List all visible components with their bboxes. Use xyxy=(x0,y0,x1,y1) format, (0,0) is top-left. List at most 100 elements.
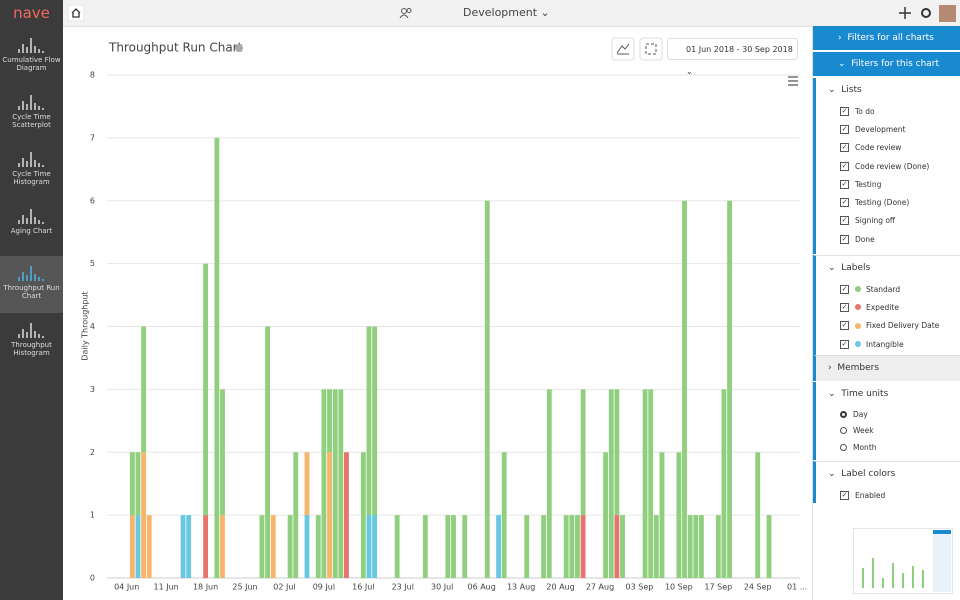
checkbox: ✓ xyxy=(840,216,849,226)
date-range-text: 01 Jun 2018 - 30 Sep 2018 xyxy=(686,45,793,54)
radio-row[interactable]: Month xyxy=(840,439,960,456)
logo[interactable]: nave xyxy=(13,4,50,22)
checkbox-row[interactable]: ✓ Fixed Delivery Date xyxy=(840,317,960,335)
checkbox: ✓ xyxy=(840,321,849,331)
section-title-text: Members xyxy=(837,363,880,373)
section-title: › Members xyxy=(828,363,880,373)
radio-label: Month xyxy=(853,442,877,452)
bar-segment xyxy=(496,515,501,578)
members-section[interactable]: › Members xyxy=(813,355,960,381)
nav-item[interactable]: Cycle Time Histogram xyxy=(0,142,63,199)
top-bar: Development ⌄ xyxy=(63,0,960,27)
checkbox: ✓ xyxy=(840,198,849,208)
nav-item[interactable]: Throughput Run Chart xyxy=(0,256,63,313)
bar-segment xyxy=(186,515,192,578)
trend-icon xyxy=(616,43,630,55)
section-title-text: Label colors xyxy=(841,469,896,479)
filter-header-text: Filters for all charts xyxy=(847,33,934,43)
checkbox: ✓ xyxy=(840,161,849,171)
bar-segment xyxy=(141,326,147,453)
y-tick-label: 7 xyxy=(90,133,95,142)
x-tick-label: 01 ... xyxy=(787,583,807,592)
bar-segment xyxy=(304,515,310,578)
nav-icon xyxy=(17,95,44,110)
board-icon xyxy=(399,8,412,19)
info-icon[interactable] xyxy=(235,44,243,52)
bar-segment xyxy=(321,389,327,578)
nav-icon xyxy=(17,38,44,53)
checkbox: ✓ xyxy=(840,302,849,312)
nav-item[interactable]: Aging Chart xyxy=(0,199,63,256)
checkbox-row[interactable]: ✓ Code review xyxy=(840,139,960,157)
checkbox-row[interactable]: ✓ Development xyxy=(840,120,960,138)
x-tick-label: 30 Jul xyxy=(431,583,453,592)
y-tick-label: 3 xyxy=(90,385,95,394)
home-button[interactable] xyxy=(68,5,84,21)
checkbox-row[interactable]: ✓ Expedite xyxy=(840,298,960,316)
board-selector[interactable]: Development ⌄ xyxy=(463,6,550,19)
bar-segment xyxy=(462,515,468,578)
bar-segment xyxy=(214,137,220,578)
minimap[interactable] xyxy=(853,528,953,594)
filter-header[interactable]: › Filters for all charts xyxy=(813,26,960,51)
section-title[interactable]: ⌄ Labels xyxy=(828,263,871,273)
bar-segment xyxy=(327,452,332,578)
radio-row[interactable]: Day xyxy=(840,406,960,423)
bar-segment xyxy=(546,389,552,578)
x-tick-label: 24 Sep xyxy=(744,583,772,592)
date-range[interactable]: 01 Jun 2018 - 30 Sep 2018 ⌄ xyxy=(667,38,798,76)
checkbox-row[interactable]: ✓ Done xyxy=(840,230,960,248)
bar-segment xyxy=(620,515,625,578)
bar-segment xyxy=(366,515,372,578)
label-dot xyxy=(855,304,861,311)
checkbox-label: Testing xyxy=(855,179,882,189)
nav-item[interactable]: Cycle Time Scatterplot xyxy=(0,85,63,142)
radio-row[interactable]: Week xyxy=(840,423,960,440)
nav-icon xyxy=(17,209,44,224)
bar-segment xyxy=(338,389,344,578)
nav-item[interactable]: Throughput Histogram xyxy=(0,313,63,370)
bar-segment xyxy=(698,515,704,578)
filter-header[interactable]: ⌄ Filters for this chart xyxy=(813,52,960,77)
menu-icon[interactable] xyxy=(788,76,798,86)
checkbox-label: Fixed Delivery Date xyxy=(866,321,940,331)
checkbox-row[interactable]: ✓ Enabled xyxy=(840,486,960,504)
checkbox-label: To do xyxy=(855,106,875,116)
trend-button[interactable] xyxy=(611,37,635,61)
checkbox-row[interactable]: ✓ Testing (Done) xyxy=(840,193,960,211)
nav-label: Cycle Time Histogram xyxy=(12,170,51,186)
radio-label: Day xyxy=(853,409,868,419)
time-units-section: ⌄ Time units Day Week Month xyxy=(813,382,960,460)
nav-label: Throughput Histogram xyxy=(11,341,52,357)
checkbox-row[interactable]: ✓ Code review (Done) xyxy=(840,157,960,175)
filter-header-text: Filters for this chart xyxy=(851,59,940,69)
bar-segment xyxy=(220,515,225,578)
labels-section: ⌄ Labels ✓ Standard ✓ Expedite ✓ Fixed Deliver… xyxy=(813,255,960,355)
section-title[interactable]: ⌄ Lists xyxy=(828,85,862,95)
bar-segment xyxy=(614,515,620,578)
x-tick-label: 09 Jul xyxy=(313,583,335,592)
bar-segment xyxy=(676,452,682,578)
checkbox-label: Code review (Done) xyxy=(855,161,930,171)
checkbox: ✓ xyxy=(840,124,849,134)
bar-segment xyxy=(563,515,569,578)
bar-segment xyxy=(265,326,270,578)
zoom-button[interactable] xyxy=(639,37,663,61)
bar-segment xyxy=(715,515,721,578)
nav-icon xyxy=(17,266,44,281)
checkbox-row[interactable]: ✓ Signing off xyxy=(840,212,960,230)
y-tick-label: 6 xyxy=(90,196,95,205)
bar-segment xyxy=(141,452,147,578)
nav-item[interactable]: Cumulative Flow Diagram xyxy=(0,28,63,85)
checkbox-row[interactable]: ✓ Standard xyxy=(840,280,960,298)
checkbox-row[interactable]: ✓ Testing xyxy=(840,175,960,193)
section-title[interactable]: ⌄ Time units xyxy=(828,389,889,399)
x-tick-label: 10 Sep xyxy=(665,583,693,592)
y-axis-label: Daily Throughput xyxy=(81,291,90,360)
bar-segment xyxy=(608,389,614,578)
checkbox-row[interactable]: ✓ To do xyxy=(840,102,960,120)
checkbox-row[interactable]: ✓ Intangible xyxy=(840,335,960,353)
bar-segment xyxy=(451,515,456,578)
section-title[interactable]: ⌄ Label colors xyxy=(828,469,896,479)
bar-segment xyxy=(524,515,530,578)
